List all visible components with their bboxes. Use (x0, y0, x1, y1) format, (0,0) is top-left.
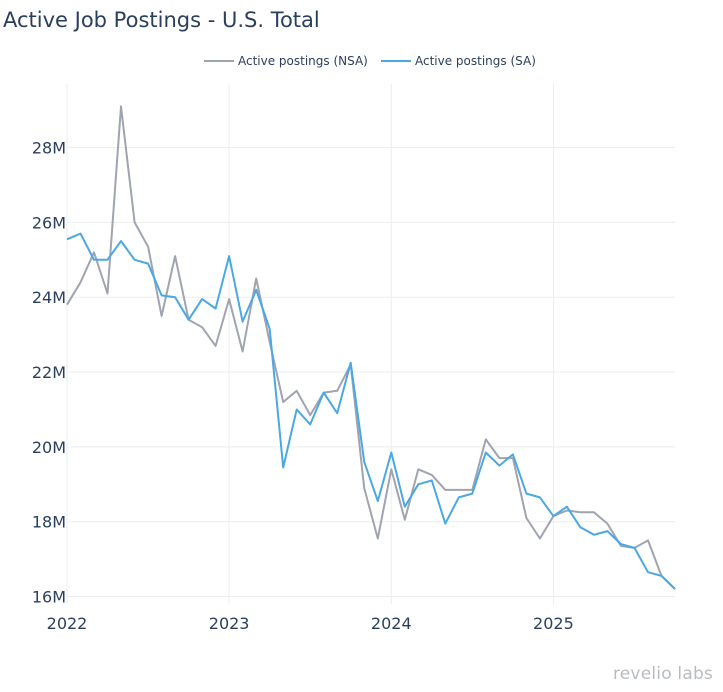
y-tick-label: 26M (32, 213, 66, 232)
x-tick-label: 2025 (533, 614, 574, 633)
legend-item-sa[interactable]: Active postings (SA) (381, 54, 536, 68)
x-tick-label: 2023 (209, 614, 250, 633)
y-tick-label: 20M (32, 438, 66, 457)
y-tick-label: 24M (32, 288, 66, 307)
chart-title: Active Job Postings - U.S. Total (3, 8, 320, 32)
x-tick-label: 2022 (47, 614, 88, 633)
legend: Active postings (NSA) Active postings (S… (204, 54, 536, 68)
legend-label-nsa: Active postings (NSA) (238, 54, 368, 68)
y-tick-label: 28M (32, 139, 66, 158)
legend-item-nsa[interactable]: Active postings (NSA) (204, 54, 368, 68)
y-axis: 16M 18M 20M 22M 24M 26M 28M (32, 139, 66, 607)
brand-logo: revelio labs (612, 664, 713, 684)
y-tick-label: 16M (32, 588, 66, 607)
x-axis: 2022 2023 2024 2025 (47, 614, 574, 633)
series-lines (66, 105, 676, 590)
y-tick-label: 22M (32, 363, 66, 382)
grid-lines (66, 84, 675, 604)
x-tick-label: 2024 (371, 614, 412, 633)
series-line-nsa (66, 105, 676, 590)
y-tick-label: 18M (32, 513, 66, 532)
legend-label-sa: Active postings (SA) (415, 54, 536, 68)
series-line-sa (66, 232, 676, 590)
